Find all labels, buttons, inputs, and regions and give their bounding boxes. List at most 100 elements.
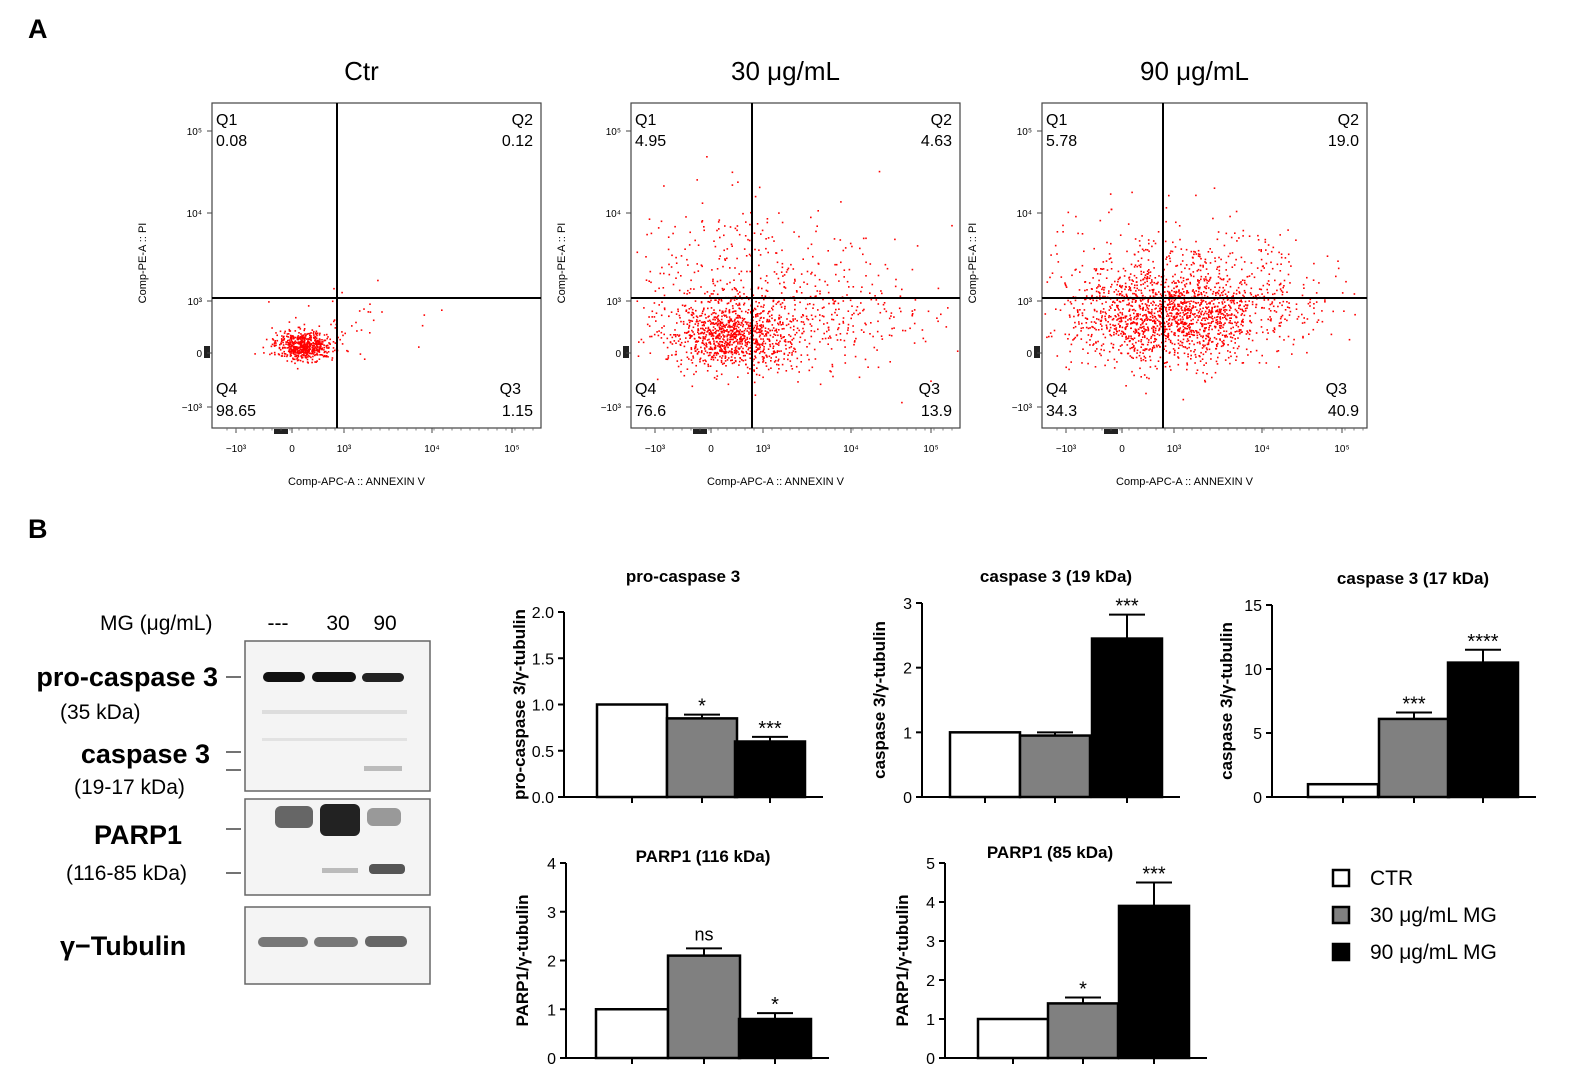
significance-label: *** (1402, 694, 1426, 716)
bar (595, 703, 669, 799)
band-parp-lane1 (275, 806, 313, 828)
flow-ytick-label: 0 (196, 349, 202, 360)
blot-lane-30: 30 (326, 612, 349, 635)
bar-ytick-label: 0.0 (532, 790, 554, 807)
quadrant-q1-value: 0.08 (216, 133, 247, 150)
flow-plot: 90 μg/mL Q1 5.78 Q2 19.0 Q4 34.3 Q3 40.9 10⁵ 10⁴ 10… (967, 56, 1368, 488)
bar-ytick-label: 15 (1244, 598, 1262, 615)
quadrant-q4-value: 34.3 (1046, 403, 1077, 420)
bar-ylabel: pro-caspase 3/γ-tubulin (510, 609, 529, 800)
significance-label: *** (1115, 596, 1139, 618)
bar-ytick-label: 5 (926, 856, 935, 873)
flow-xaxis-label: Comp-APC-A :: ANNEXIN V (288, 476, 426, 488)
panel-label-a: A (28, 14, 48, 44)
bar (737, 1017, 813, 1060)
bar-ytick-label: 0.5 (532, 744, 554, 761)
flow-xtick-label: −10³ (645, 444, 666, 455)
bar-ytick-label: 0 (547, 1051, 556, 1068)
bar (1018, 734, 1092, 799)
bar-ytick-label: 1 (903, 725, 912, 742)
flow-xtick-label: −10³ (1056, 444, 1077, 455)
flow-ytick-label: 10³ (607, 297, 622, 308)
flow-xtick-label: 10⁵ (1334, 444, 1349, 455)
flow-ytick-label: 0 (615, 349, 621, 360)
flow-plot-frame (211, 102, 542, 429)
quadrant-q1-name: Q1 (1046, 112, 1067, 129)
band-casp-lane3 (364, 766, 402, 771)
flow-ytick-label: 0 (1026, 349, 1032, 360)
legend-label-ctr: CTR (1370, 867, 1413, 890)
flow-xtick-label: 10³ (337, 444, 352, 455)
flow-plot-frame (1041, 102, 1368, 429)
legend-label-30: 30 μg/mL MG (1370, 904, 1497, 927)
bar (976, 1017, 1050, 1060)
label-parp: PARP1 (94, 820, 182, 850)
bar-chart: caspase 3 (17 kDa) 0 5 10 15 caspase 3/γ-tubu… (1217, 569, 1536, 807)
flow-ytick-label: 10³ (1018, 297, 1033, 308)
label-procasp-kda: (35 kDa) (60, 701, 141, 724)
bar-chart: caspase 3 (19 kDa) 0 1 2 3 caspase 3/γ-tubuli… (870, 567, 1180, 807)
band-faint-2 (262, 738, 407, 741)
flow-ytick-label: 10⁴ (187, 209, 202, 220)
band-procasp-lane3 (362, 673, 404, 682)
quadrant-q4-value: 76.6 (635, 403, 666, 420)
flow-yaxis-label: Comp-PE-A :: PI (556, 223, 568, 304)
quadrant-q2-name: Q2 (512, 112, 533, 129)
significance-label: *** (1142, 864, 1166, 886)
legend-swatch-ctr (1331, 868, 1351, 888)
flow-ytick-label: −10³ (601, 403, 622, 414)
bar-ytick-label: 2 (547, 954, 556, 971)
quadrant-q2-value: 4.63 (921, 133, 952, 150)
quadrant-q2-name: Q2 (1338, 112, 1359, 129)
bar-ytick-label: 4 (926, 895, 935, 912)
flow-axis-pileup (204, 346, 210, 358)
bar-ytick-label: 0 (903, 790, 912, 807)
band-tub-lane2 (314, 937, 358, 947)
quadrant-q4-value: 98.65 (216, 403, 256, 420)
flow-plot-title: 30 μg/mL (731, 56, 840, 86)
blot-header: MG (μg/mL) (100, 612, 212, 635)
bar-ytick-label: 1 (547, 1002, 556, 1019)
band-tub-lane1 (258, 937, 308, 947)
panel-label-b: B (28, 514, 48, 544)
flow-plot: 30 μg/mL Q1 4.95 Q2 4.63 Q4 76.6 Q3 13.9 10⁵ 10⁴ 10… (556, 56, 961, 488)
band-procasp-lane2 (312, 672, 356, 682)
quadrant-q1-value: 5.78 (1046, 133, 1077, 150)
bar-ytick-label: 3 (926, 934, 935, 951)
flow-xtick-label: 10³ (756, 444, 771, 455)
flow-xtick-label: 10⁵ (923, 444, 938, 455)
bar-ytick-label: 1.5 (532, 651, 554, 668)
bar-ytick-label: 0 (926, 1051, 935, 1068)
legend-swatch-90 (1331, 942, 1351, 962)
blot-lane-ctr: --- (268, 612, 289, 635)
significance-label: * (771, 994, 779, 1016)
flow-ytick-label: 10⁴ (606, 209, 621, 220)
band-parp85-lane2 (322, 868, 358, 873)
flow-axis-pileup (623, 346, 629, 358)
flow-ytick-label: 10⁵ (187, 127, 202, 138)
flow-plot-title: 90 μg/mL (1140, 56, 1249, 86)
bar (1306, 782, 1380, 799)
flow-xtick-label: −10³ (226, 444, 247, 455)
band-parp-lane2 (320, 804, 360, 836)
flow-ytick-label: −10³ (182, 403, 203, 414)
bar-ylabel: caspase 3/γ-tubulin (870, 621, 889, 779)
band-parp85-lane3 (369, 864, 405, 874)
quadrant-q4-name: Q4 (635, 381, 656, 398)
flow-xtick-label: 10⁴ (843, 444, 858, 455)
quadrant-q2-name: Q2 (931, 112, 952, 129)
flow-xtick-label: 0 (1119, 444, 1125, 455)
flow-axis-pileup (274, 429, 288, 434)
bar-ytick-label: 2.0 (532, 605, 554, 622)
bar-chart-title: PARP1 (116 kDa) (636, 847, 771, 866)
flow-plot-title: Ctr (344, 56, 379, 86)
legend: CTR 30 μg/mL MG 90 μg/mL MG (1331, 867, 1497, 964)
flow-cytometry-panel: Ctr Q1 0.08 Q2 0.12 Q4 98.65 Q3 1.15 10⁵ 10⁴ 10³ 0 −1… (137, 56, 1368, 488)
bar (948, 731, 1022, 799)
bar (1046, 1002, 1120, 1060)
flow-axis-pileup (1104, 429, 1118, 434)
bar-ytick-label: 2 (903, 661, 912, 678)
bar-ytick-label: 10 (1244, 662, 1262, 679)
